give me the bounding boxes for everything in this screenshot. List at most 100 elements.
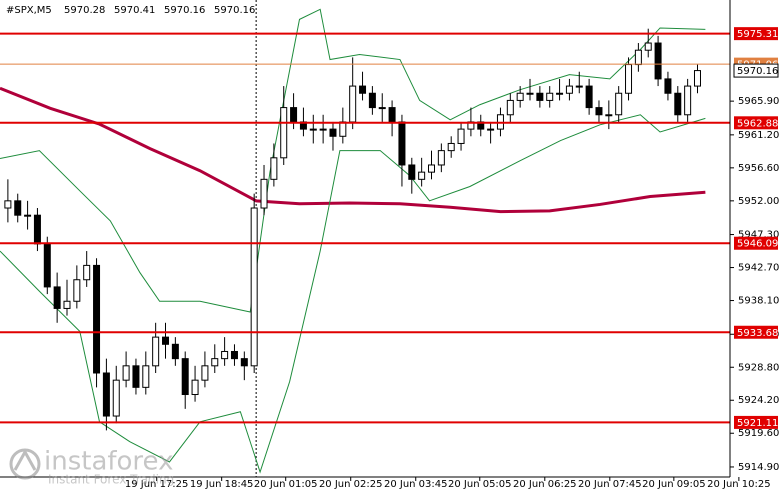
- candle-body: [152, 336, 160, 367]
- level-label: 5946.09: [737, 239, 778, 250]
- candle-body: [162, 336, 170, 345]
- candle-body: [33, 214, 41, 245]
- header-value: 5970.16: [214, 5, 255, 16]
- candle-body: [211, 358, 219, 367]
- candle-body: [605, 114, 613, 117]
- candle-body: [63, 300, 71, 309]
- candle-body: [556, 92, 564, 95]
- candle-body: [437, 150, 445, 166]
- indicator-line: [0, 114, 706, 474]
- candle-body: [24, 214, 32, 217]
- candle-body: [191, 379, 199, 396]
- candle-body: [270, 157, 278, 180]
- candle-body: [398, 121, 406, 166]
- y-tick-label: 5961.20: [738, 130, 779, 141]
- x-tick-label: 20 Jun 02:25: [319, 479, 383, 489]
- candle-body: [14, 200, 22, 216]
- candle-body: [693, 70, 701, 87]
- candle-body: [634, 49, 642, 66]
- y-tick-label: 5914.90: [738, 462, 779, 473]
- level-label-box: [734, 325, 778, 339]
- last-price-box: [733, 63, 779, 78]
- y-tick-label: 5952.00: [738, 196, 779, 207]
- level-label: 5975.31: [737, 29, 778, 40]
- candle-body: [546, 92, 554, 101]
- candle-body: [575, 85, 583, 88]
- x-tick-label: 20 Jun 01:05: [254, 479, 318, 489]
- level-label: 5921.11: [737, 418, 778, 429]
- candle-body: [408, 164, 416, 180]
- candle-body: [625, 64, 633, 94]
- candle-body: [102, 372, 110, 417]
- candle-body: [359, 85, 367, 94]
- candle-body: [368, 92, 376, 109]
- x-tick-label: 19 Jun 17:25: [125, 479, 189, 489]
- x-tick-label: 20 Jun 03:45: [384, 479, 448, 489]
- candle-body: [122, 365, 130, 381]
- plot-area: [0, 0, 730, 477]
- y-tick-label: 5956.60: [738, 163, 779, 174]
- level-label-box: [734, 116, 778, 130]
- level-label-box: [734, 236, 778, 250]
- candle-body: [339, 121, 347, 137]
- candle-body: [171, 343, 179, 360]
- candle-body: [516, 92, 524, 101]
- level-label-box: [734, 415, 778, 429]
- candle-body: [654, 42, 662, 80]
- level-label-box: [734, 27, 778, 41]
- candle-body: [260, 178, 268, 209]
- candle-body: [684, 85, 692, 116]
- level-label: 5933.68: [737, 328, 778, 339]
- candle-body: [230, 350, 238, 360]
- candle-body: [290, 107, 298, 123]
- x-tick-label: 20 Jun 07:45: [578, 479, 642, 489]
- candle-body: [349, 85, 357, 123]
- candle-body: [221, 350, 229, 360]
- logo-mark: [13, 448, 37, 471]
- indicator-line: [0, 86, 706, 214]
- header-value: 5970.28: [64, 5, 105, 16]
- candle-body: [142, 365, 150, 388]
- candle-body: [93, 264, 101, 374]
- candle-body: [280, 107, 288, 159]
- y-tick-label: 5942.70: [738, 263, 779, 274]
- last-price-label: 5970.16: [737, 66, 778, 77]
- candle-body: [674, 92, 682, 116]
- candle-body: [83, 264, 91, 281]
- y-tick-label: 5947.30: [738, 230, 779, 241]
- candle-body: [536, 92, 544, 101]
- candle-body: [250, 207, 258, 367]
- candle-body: [565, 85, 573, 94]
- candle-body: [240, 358, 248, 367]
- candle-body: [309, 128, 317, 131]
- candle-body: [664, 78, 672, 94]
- x-tick-label: 20 Jun 09:05: [642, 479, 706, 489]
- x-tick-label: 20 Jun 10:25: [707, 479, 771, 489]
- header-value: 5970.41: [114, 5, 155, 16]
- y-tick-label: 5919.60: [738, 428, 779, 439]
- candle-body: [388, 107, 396, 123]
- indicator-line: [0, 8, 706, 313]
- candle-body: [526, 92, 534, 95]
- y-tick-label: 5938.10: [738, 296, 779, 307]
- candle-body: [181, 358, 189, 396]
- header-value: 5970.16: [164, 5, 205, 16]
- axes: 5965.90 5961.20 5956.60 5952.00 5947.30 5942.…: [125, 27, 779, 489]
- x-tick-label: 20 Jun 06:25: [513, 479, 577, 489]
- y-tick-label: 5928.80: [738, 362, 779, 373]
- candle-body: [595, 107, 603, 116]
- candle-body: [73, 279, 81, 302]
- x-tick-label: 19 Jun 18:45: [190, 479, 254, 489]
- candle-body: [43, 243, 51, 288]
- candle-body: [585, 85, 593, 109]
- symbol: #SPX,M5: [6, 5, 52, 16]
- candle-body: [506, 99, 514, 116]
- y-tick-label: 5924.20: [738, 395, 779, 406]
- candle-body: [644, 42, 652, 51]
- candle-body: [329, 128, 337, 137]
- candle-body: [447, 142, 455, 152]
- candle-body: [615, 92, 623, 116]
- candle-body: [53, 286, 61, 309]
- candle-body: [418, 171, 426, 180]
